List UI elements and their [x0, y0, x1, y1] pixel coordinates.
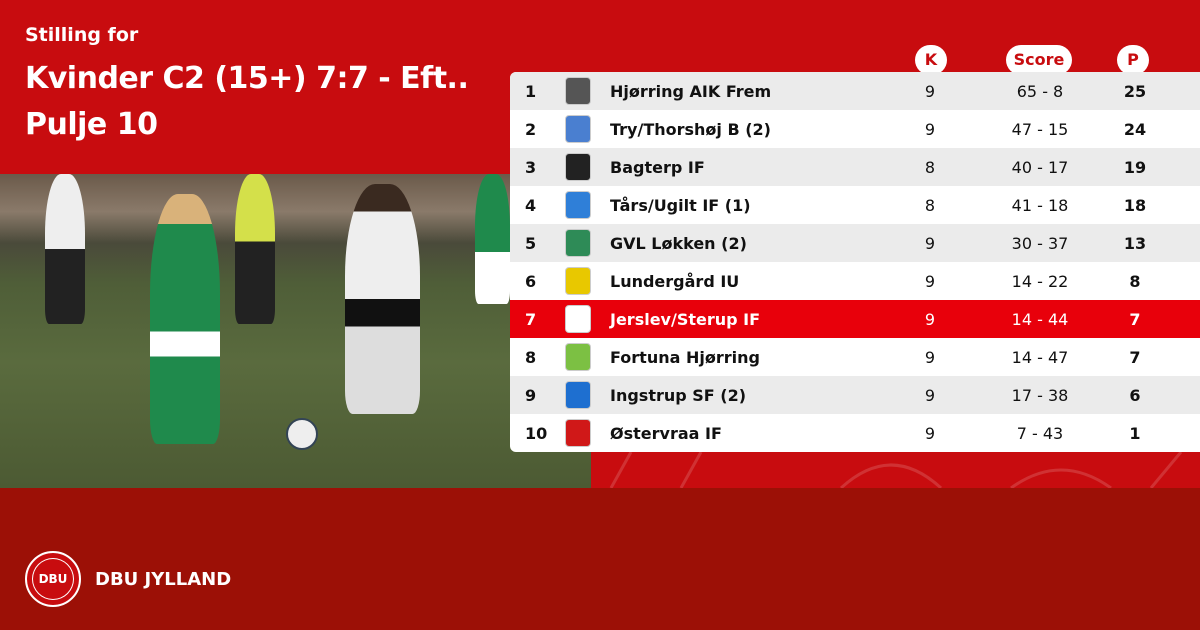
points: 25	[1123, 81, 1147, 101]
brand-name: DBU JYLLAND	[95, 568, 232, 590]
team-name[interactable]: Fortuna Hjørring	[610, 347, 760, 367]
points: 1	[1129, 423, 1141, 443]
table-row[interactable]: 3 Bagterp IF 8 40 - 17 19	[510, 148, 1200, 186]
table-row[interactable]: 6 Lundergård IU 9 14 - 22 8	[510, 262, 1200, 300]
points: 7	[1129, 347, 1141, 367]
points: 8	[1129, 271, 1141, 291]
score: 65 - 8	[1016, 81, 1064, 101]
match-photo	[0, 174, 591, 488]
column-header-score: Score	[1006, 45, 1072, 75]
position: 7	[525, 309, 537, 329]
matches-played: 9	[924, 81, 936, 101]
position: 2	[525, 119, 537, 139]
watermark-pattern	[609, 452, 1183, 488]
column-header-p: P	[1117, 45, 1149, 75]
table-row[interactable]: 8 Fortuna Hjørring 9 14 - 47 7	[510, 338, 1200, 376]
matches-played: 8	[924, 195, 936, 215]
score: 30 - 37	[1011, 233, 1069, 253]
subtitle: Stilling for	[25, 24, 139, 46]
position: 10	[525, 423, 548, 443]
footer-background	[0, 488, 1200, 630]
column-header-k: K	[915, 45, 947, 75]
position: 9	[525, 385, 537, 405]
position: 3	[525, 157, 537, 177]
team-logo-icon	[565, 305, 591, 333]
table-row[interactable]: 10 Østervraa IF 9 7 - 43 1	[510, 414, 1200, 452]
points: 13	[1123, 233, 1147, 253]
team-logo-icon	[565, 191, 591, 219]
team-logo-icon	[565, 229, 591, 257]
score: 14 - 22	[1011, 271, 1069, 291]
page-title: Kvinder C2 (15+) 7:7 - Eft.. Pulje 10	[25, 56, 469, 148]
dbu-brand: DBU DBU JYLLAND	[25, 551, 231, 607]
score: 17 - 38	[1011, 385, 1069, 405]
team-logo-icon	[565, 267, 591, 295]
table-row[interactable]: 1 Hjørring AIK Frem 9 65 - 8 25	[510, 72, 1200, 110]
score: 41 - 18	[1011, 195, 1069, 215]
team-name[interactable]: Tårs/Ugilt IF (1)	[610, 195, 751, 215]
table-row[interactable]: 7 Jerslev/Sterup IF 9 14 - 44 7	[510, 300, 1200, 338]
points: 19	[1123, 157, 1147, 177]
position: 1	[525, 81, 537, 101]
team-name[interactable]: Jerslev/Sterup IF	[610, 309, 761, 329]
team-logo-icon	[565, 115, 591, 143]
matches-played: 9	[924, 423, 936, 443]
points: 6	[1129, 385, 1141, 405]
team-name[interactable]: GVL Løkken (2)	[610, 233, 747, 253]
team-name[interactable]: Try/Thorshøj B (2)	[610, 119, 771, 139]
table-row[interactable]: 9 Ingstrup SF (2) 9 17 - 38 6	[510, 376, 1200, 414]
team-name[interactable]: Østervraa IF	[610, 423, 722, 443]
standings-table: 1 Hjørring AIK Frem 9 65 - 8 25 2 Try/Tho…	[510, 72, 1200, 452]
score: 14 - 47	[1011, 347, 1069, 367]
position: 5	[525, 233, 537, 253]
points: 7	[1129, 309, 1141, 329]
position: 4	[525, 195, 537, 215]
matches-played: 9	[924, 119, 936, 139]
matches-played: 9	[924, 385, 936, 405]
score: 7 - 43	[1016, 423, 1064, 443]
dbu-seal-logo: DBU	[25, 551, 81, 607]
team-name[interactable]: Hjørring AIK Frem	[610, 81, 772, 101]
team-logo-icon	[565, 381, 591, 409]
table-row[interactable]: 5 GVL Løkken (2) 9 30 - 37 13	[510, 224, 1200, 262]
title-line-1: Kvinder C2 (15+) 7:7 - Eft..	[25, 61, 469, 96]
score: 47 - 15	[1011, 119, 1069, 139]
matches-played: 9	[924, 347, 936, 367]
matches-played: 9	[924, 233, 936, 253]
team-logo-icon	[565, 343, 591, 371]
points: 18	[1123, 195, 1147, 215]
position: 6	[525, 271, 537, 291]
matches-played: 9	[924, 271, 936, 291]
team-logo-icon	[565, 77, 591, 105]
table-row[interactable]: 2 Try/Thorshøj B (2) 9 47 - 15 24	[510, 110, 1200, 148]
team-name[interactable]: Bagterp IF	[610, 157, 705, 177]
team-name[interactable]: Ingstrup SF (2)	[610, 385, 747, 405]
team-logo-icon	[565, 419, 591, 447]
matches-played: 8	[924, 157, 936, 177]
table-row[interactable]: 4 Tårs/Ugilt IF (1) 8 41 - 18 18	[510, 186, 1200, 224]
title-line-2: Pulje 10	[25, 107, 158, 142]
team-name[interactable]: Lundergård IU	[610, 271, 740, 291]
points: 24	[1123, 119, 1147, 139]
matches-played: 9	[924, 309, 936, 329]
team-logo-icon	[565, 153, 591, 181]
score: 14 - 44	[1011, 309, 1069, 329]
position: 8	[525, 347, 537, 367]
score: 40 - 17	[1011, 157, 1069, 177]
